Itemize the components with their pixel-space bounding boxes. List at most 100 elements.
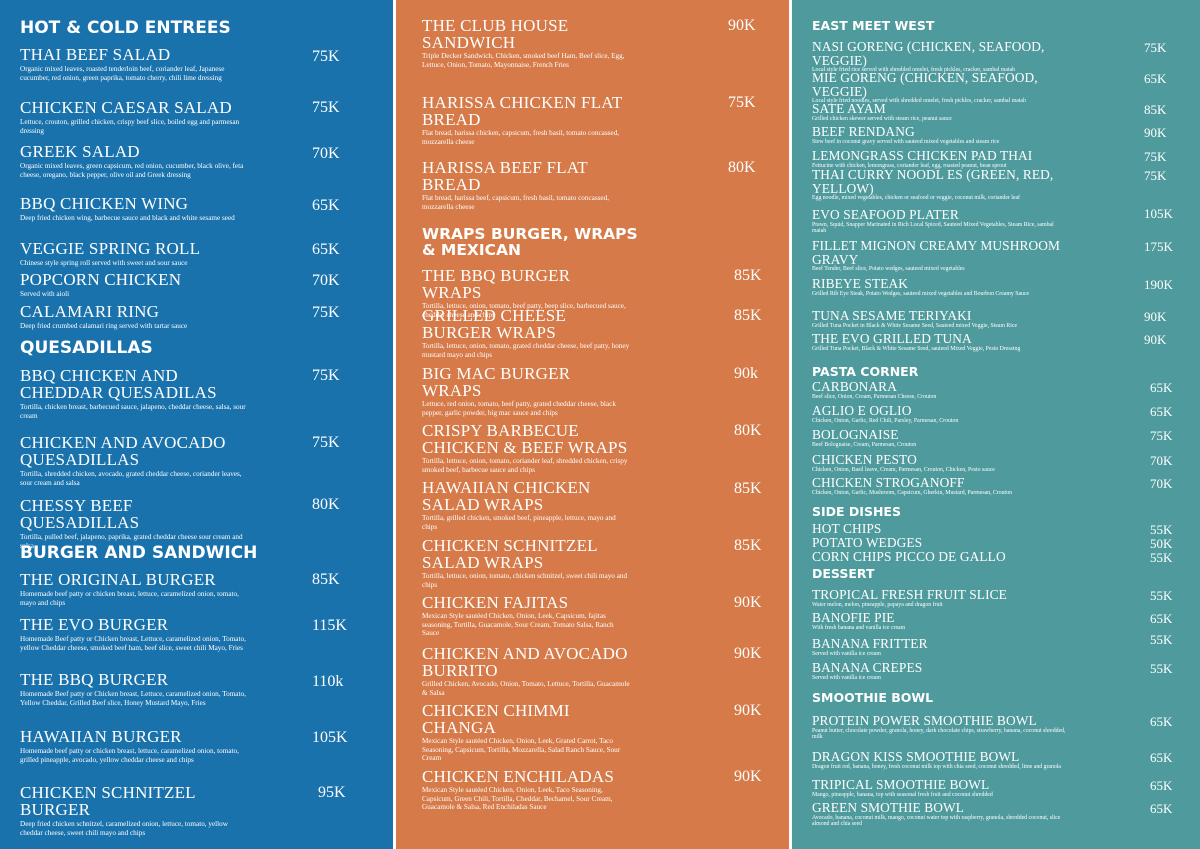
item-price: 105K xyxy=(312,729,348,746)
item-name: THE EVO GRILLED TUNA xyxy=(812,331,972,346)
item-name: LEMONGRASS CHICKEN PAD THAI xyxy=(812,148,1033,163)
menu-item: THE BBQ BURGER WRAPS Tortilla, lettuce, o… xyxy=(422,267,632,319)
item-name: EVO SEAFOOD PLATER xyxy=(812,207,959,222)
item-price: 75K xyxy=(312,367,340,384)
menu-item: GREEN SMOTHIE BOWL Avocado, banana, cocon… xyxy=(812,801,1067,828)
item-description: Fettucine with chicken, lemongrass, cori… xyxy=(812,162,1007,169)
item-price: 75K xyxy=(1144,149,1167,164)
menu-item: POPCORN CHICKEN Served with aioli xyxy=(20,271,252,299)
item-price: 90K xyxy=(734,594,762,611)
item-price: 105K xyxy=(1144,206,1173,221)
item-name: THE BBQ BURGER WRAPS xyxy=(422,266,571,302)
menu-item: POTATO WEDGES xyxy=(812,536,1067,550)
item-price: 70K xyxy=(312,272,340,289)
menu-item: CHICKEN ENCHILADAS Mexican Style sautéed … xyxy=(422,768,632,812)
menu-item: CARBONARA Beef slice, Onion, Cream, Parme… xyxy=(812,380,1067,400)
menu-item: TUNA SESAME TERIYAKI Grilled Tuna Pocket … xyxy=(812,309,1067,329)
menu-item: HARISSA CHICKEN FLAT BREAD Flat bread, ha… xyxy=(422,94,632,146)
item-description: Chicken, Onion, Basil leave, Cream, Parm… xyxy=(812,466,995,473)
item-description: Egg noodle, mixed vegetables, chicken or… xyxy=(812,195,1020,201)
menu-item: BANANA CREPES Served with vanilla ice cre… xyxy=(812,661,1067,681)
item-description: Chicken, Onion, Garlic, Red Chili, Parsl… xyxy=(812,417,959,424)
item-description: With fresh banana and vanilla ice cream xyxy=(812,624,906,631)
item-name: HARISSA CHICKEN FLAT BREAD xyxy=(422,93,623,129)
item-description: Dragon fruit red, banana, honey, fresh c… xyxy=(812,763,1061,770)
menu-item: SATE AYAM Grilled chicken skewer served w… xyxy=(812,102,1067,122)
menu-item: CHICKEN CHIMMI CHANGA Mexican Style sauté… xyxy=(422,702,632,763)
item-name: BEEF RENDANG xyxy=(812,124,915,139)
item-description: Mango, pineapple, banana, top with seaso… xyxy=(812,791,993,798)
item-name: THE ORIGINAL BURGER xyxy=(20,570,216,589)
menu-item: NASI GORENG (chicken, seafood, veggie) Lo… xyxy=(812,40,1067,74)
menu-item: THE CLUB HOUSE SANDWICH Triple Decker San… xyxy=(422,17,632,69)
item-price: 65K xyxy=(1150,611,1173,626)
menu-item: BIG MAC BURGER WRAPS Lettuce, red onion, … xyxy=(422,365,632,417)
item-price: 55K xyxy=(1150,522,1173,537)
item-price: 80K xyxy=(728,159,756,176)
item-price: 55K xyxy=(1150,550,1173,565)
menu-item: BEEF RENDANG Stew beef in coconut gravy s… xyxy=(812,125,1067,145)
item-price: 65K xyxy=(312,241,340,258)
item-description: Deep fried chicken schnitzel, caramelize… xyxy=(20,820,228,837)
item-description: Lettuce, crouton, grilled chicken, crisp… xyxy=(20,118,240,135)
menu-item: CRISPY BARBECUE CHICKEN & BEEF WRAPS Tort… xyxy=(422,422,632,474)
menu-item: HARISSA BEEF FLAT BREAD Flat bread, haris… xyxy=(422,159,632,211)
item-name: CHICKEN SCHNITZEL BURGER xyxy=(20,783,196,819)
section-dessert: DESSERT xyxy=(812,566,875,581)
menu-item: CHICKEN STROGANOFF Chicken, Onion, Garlic… xyxy=(812,476,1067,496)
item-description: Deep fried crumbed calamari ring served … xyxy=(20,322,188,330)
item-name: THE EVO BURGER xyxy=(20,615,169,634)
item-description: Homemade beef patty or chicken breast, l… xyxy=(20,590,239,607)
item-name: HARISSA BEEF FLAT BREAD xyxy=(422,158,588,194)
item-price: 75K xyxy=(728,94,756,111)
section-pasta-corner: PASTA CORNER xyxy=(812,364,919,379)
item-name: AGLIO E OGLIO xyxy=(812,403,912,418)
section-hot-cold-entrees: HOT & COLD ENTREES xyxy=(20,18,231,38)
item-name: GREEK SALAD xyxy=(20,142,140,161)
item-name: HOT CHIPS xyxy=(812,521,882,536)
item-price: 75K xyxy=(312,48,340,65)
item-description: Served with aioli xyxy=(20,290,70,298)
item-name: THE BBQ BURGER xyxy=(20,670,169,689)
menu-item: CHICKEN AND AVOCADO QUESADILLAS Tortilla,… xyxy=(20,434,252,487)
item-price: 90K xyxy=(734,768,762,785)
item-name: CHICKEN ENCHILADAS xyxy=(422,767,615,786)
item-price: 75K xyxy=(312,434,340,451)
item-name: RIBEYE STEAK xyxy=(812,276,909,291)
menu-item: FILLET MIGNON CREAMY MUSHROOM GRAVY Beef … xyxy=(812,239,1067,273)
menu-item: BANOFIE PIE With fresh banana and vanilla… xyxy=(812,611,1067,631)
item-name: CHICKEN FAJITAS xyxy=(422,593,569,612)
menu-item: CHICKEN CAESAR SALAD Lettuce, crouton, gr… xyxy=(20,99,252,135)
section-quesadillas: QUESADILLAS xyxy=(20,338,153,358)
menu-item: CHESSY BEEF QUESADILLAS Tortilla, pulled … xyxy=(20,497,252,550)
menu-item: CHICKEN FAJITAS Mexican Style sautéed Chi… xyxy=(422,594,632,638)
item-description: Prawn, Squid, Snapper Marinated in Rich … xyxy=(812,221,1054,235)
item-description: Triple Decker Sandwich, Chicken, smoked … xyxy=(422,52,625,69)
item-price: 95K xyxy=(318,784,346,801)
item-name: BANOFIE PIE xyxy=(812,610,895,625)
item-name: BIG MAC BURGER WRAPS xyxy=(422,364,571,400)
item-price: 65K xyxy=(1150,801,1173,816)
item-description: Tortilla, grilled chicken, smoked beef, … xyxy=(422,514,616,531)
item-description: Mexican Style sautéed Chicken, Onion, Le… xyxy=(422,786,613,812)
item-description: Tortilla, chicken breast, barbecued sauc… xyxy=(20,403,246,420)
item-price: 55K xyxy=(1150,661,1173,676)
item-description: Homemade Beef patty or Chicken breast, L… xyxy=(20,690,246,707)
item-price: 50K xyxy=(1150,536,1173,551)
item-description: Deep fried chicken wing, barbecue sauce … xyxy=(20,214,235,222)
menu-item: HAWAIIAN CHICKEN SALAD WRAPS Tortilla, gr… xyxy=(422,479,632,531)
item-price: 55K xyxy=(1150,632,1173,647)
menu-item: DRAGON KISS SMOOTHIE BOWL Dragon fruit re… xyxy=(812,750,1067,770)
menu-item: CALAMARI RING Deep fried crumbed calamari… xyxy=(20,303,252,331)
item-name: CARBONARA xyxy=(812,379,897,394)
item-name: BANANA CREPES xyxy=(812,660,923,675)
item-description: Water melon, melon, pineapple, papaya an… xyxy=(812,601,943,608)
item-description: Flat bread, harissa chicken, capsicum, f… xyxy=(422,129,619,146)
menu-item: VEGGIE SPRING ROLL Chinese style spring r… xyxy=(20,240,252,268)
menu-item: BOLOGNAISE Beef Bolognaise, Cream, Parmes… xyxy=(812,428,1067,448)
item-description: Tortilla, shredded chicken, avocado, gra… xyxy=(20,470,242,487)
item-description: Local style fried rice served with shred… xyxy=(812,67,1016,73)
item-description: Organic mixed leaves, roasted tenderloin… xyxy=(20,65,225,82)
item-name: HAWAIIAN CHICKEN SALAD WRAPS xyxy=(422,478,591,514)
item-name: CRISPY BARBECUE CHICKEN & BEEF WRAPS xyxy=(422,421,628,457)
